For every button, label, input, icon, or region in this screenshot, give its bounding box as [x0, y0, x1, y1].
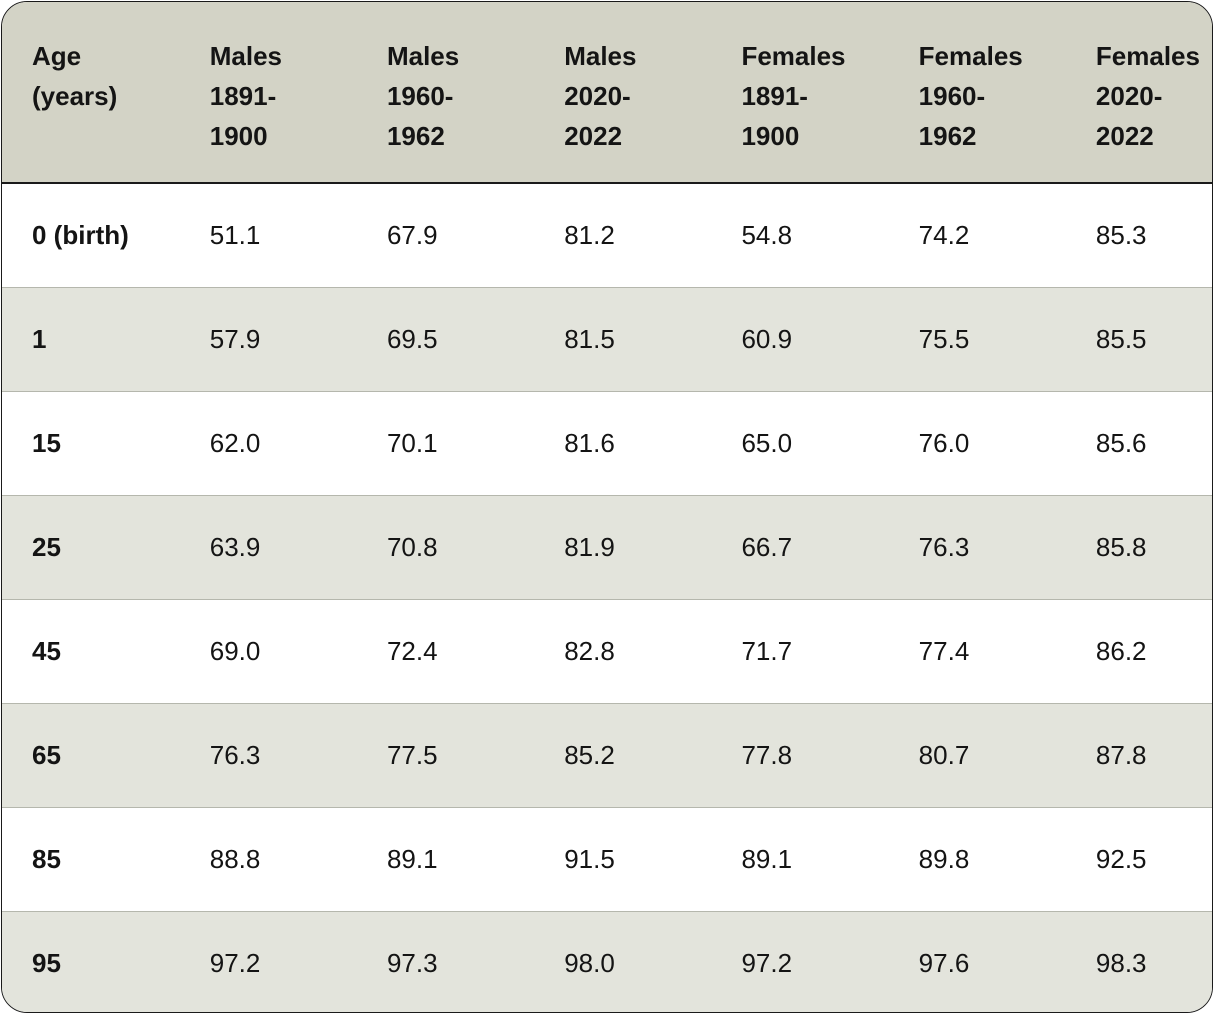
table-cell: 85.3 — [1095, 219, 1147, 250]
table-cell: 57.9 — [179, 286, 357, 391]
table-cell: 87.8 — [1065, 702, 1212, 807]
header-males-1960-1962: Males 1960- 1962 — [356, 2, 535, 184]
age-cell: 1 — [2, 286, 180, 391]
table-cell: 66.7 — [711, 494, 889, 599]
table-cell: 70.8 — [356, 494, 535, 599]
table-cell: 77.4 — [888, 598, 1066, 703]
age-cell: 85 — [2, 806, 180, 911]
table-cell: 81.6 — [534, 390, 712, 495]
table-cell: 81.2 — [564, 219, 615, 250]
table-cell: 97.2 — [179, 910, 357, 1012]
header-age-years: Age (years) — [2, 2, 180, 184]
table-cell: 72.4 — [356, 598, 535, 703]
table-row: 85 88.8 89.1 91.5 89.1 89.8 92.5 — [2, 806, 1212, 911]
table-cell: 98.0 — [534, 910, 712, 1012]
table-row: 65 76.3 77.5 85.2 77.8 80.7 87.8 — [2, 702, 1212, 807]
table-cell: 67.9 — [386, 219, 438, 250]
table-cell: 86.2 — [1065, 598, 1212, 703]
table-row: 1 57.9 69.5 81.5 60.9 75.5 85.5 — [2, 286, 1212, 391]
table-cell: 76.0 — [888, 390, 1066, 495]
age-cell: 65 — [2, 702, 180, 807]
table-cell: 77.5 — [356, 702, 535, 807]
table-cell: 69.5 — [356, 286, 535, 391]
table-cell: 85.2 — [534, 702, 712, 807]
header-males-2020-2022: Males 2020- 2022 — [534, 2, 712, 184]
table-cell: 51.1 — [209, 219, 261, 250]
table-cell: 97.3 — [356, 910, 535, 1012]
table-cell: 98.3 — [1065, 910, 1212, 1012]
age-cell: 0 (birth) — [32, 219, 129, 250]
table-cell: 97.6 — [888, 910, 1066, 1012]
age-cell: 15 — [2, 390, 180, 495]
table-cell: 77.8 — [711, 702, 889, 807]
table-cell: 76.3 — [888, 494, 1066, 599]
header-females-1891-1900: Females 1891- 1900 — [711, 2, 889, 184]
age-cell: 95 — [2, 910, 180, 1012]
table-cell: 91.5 — [534, 806, 712, 911]
table-cell: 88.8 — [179, 806, 357, 911]
age-cell: 25 — [2, 494, 180, 599]
table-row: 45 69.0 72.4 82.8 71.7 77.4 86.2 — [2, 598, 1212, 703]
table-cell: 76.3 — [179, 702, 357, 807]
table-cell: 69.0 — [179, 598, 357, 703]
table-cell: 60.9 — [711, 286, 889, 391]
table-cell: 65.0 — [711, 390, 889, 495]
table-cell: 85.5 — [1065, 286, 1212, 391]
table-cell: 97.2 — [711, 910, 889, 1012]
table-row: 25 63.9 70.8 81.9 66.7 76.3 85.8 — [2, 494, 1212, 599]
table-cell: 75.5 — [888, 286, 1066, 391]
table-row: 15 62.0 70.1 81.6 65.0 76.0 85.6 — [2, 390, 1212, 495]
table-cell: 70.1 — [356, 390, 535, 495]
table-cell: 54.8 — [741, 219, 793, 250]
table-cell: 81.5 — [534, 286, 712, 391]
header-males-1891-1900: Males 1891- 1900 — [179, 2, 357, 184]
table-cell: 82.8 — [534, 598, 712, 703]
table-cell: 74.2 — [918, 219, 970, 250]
age-cell: 45 — [2, 598, 180, 703]
table-cell: 89.1 — [356, 806, 535, 911]
table-cell: 85.6 — [1065, 390, 1212, 495]
table-row: 95 97.2 97.3 98.0 97.2 97.6 98.3 — [2, 910, 1212, 1012]
table-cell: 85.8 — [1065, 494, 1212, 599]
table-row: 0 (birth) 51.1 67.9 81.2 54.8 74.2 85.3 — [2, 183, 1212, 287]
header-row: Age (years) Males 1891- 1900 Males 1960-… — [2, 2, 1212, 184]
table-cell: 63.9 — [179, 494, 357, 599]
table-cell: 62.0 — [179, 390, 357, 495]
header-females-2020-2022: Females 2020- 2022 — [1065, 2, 1212, 184]
table-cell: 71.7 — [711, 598, 889, 703]
table-cell: 80.7 — [888, 702, 1066, 807]
table-cell: 89.1 — [711, 806, 889, 911]
table-cell: 89.8 — [888, 806, 1066, 911]
table-cell: 81.9 — [534, 494, 712, 599]
header-females-1960-1962: Females 1960- 1962 — [888, 2, 1066, 184]
table-cell: 92.5 — [1065, 806, 1212, 911]
